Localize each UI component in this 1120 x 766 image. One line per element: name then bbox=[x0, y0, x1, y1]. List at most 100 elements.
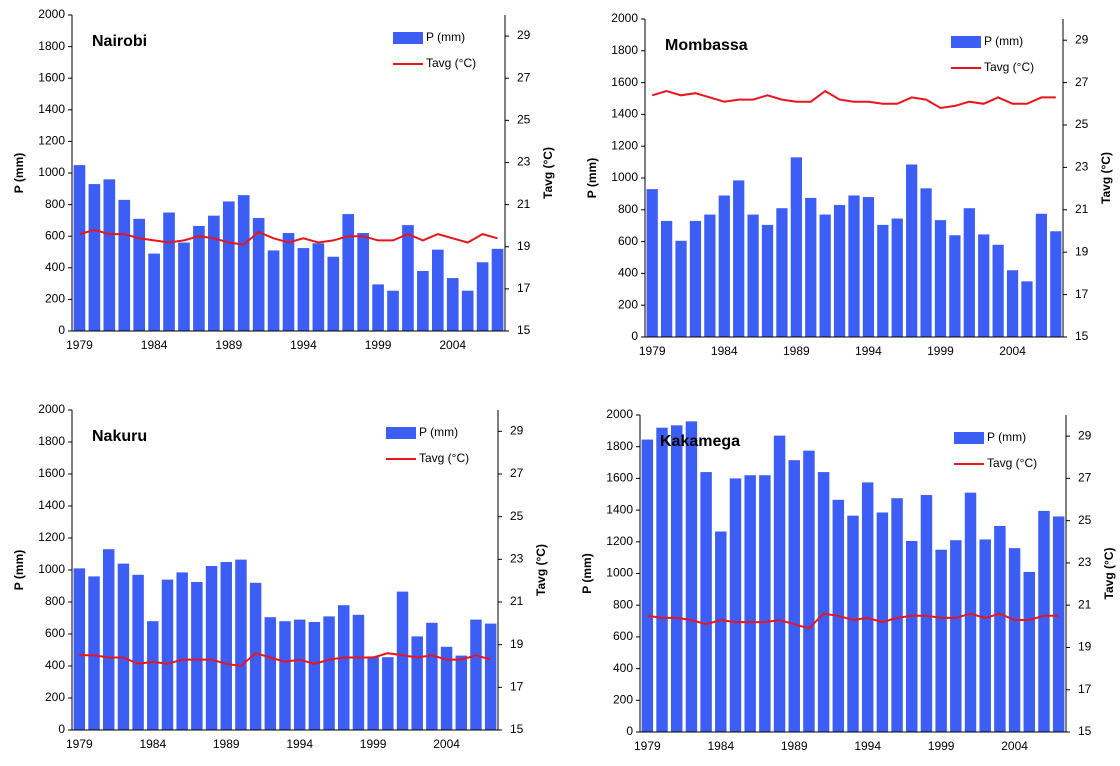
y-tick-label: 200 bbox=[613, 692, 633, 706]
y-tick-label: 2000 bbox=[606, 407, 633, 421]
y2-axis-title: Tavg (°C) bbox=[1099, 152, 1113, 204]
y2-tick-label: 27 bbox=[1075, 75, 1089, 89]
y2-tick-label: 29 bbox=[1078, 428, 1092, 442]
bar bbox=[426, 622, 438, 730]
bar bbox=[161, 579, 174, 730]
y2-tick-label: 19 bbox=[1078, 640, 1092, 654]
bar bbox=[235, 559, 247, 730]
bar bbox=[949, 235, 961, 337]
y2-tick-label: 17 bbox=[1075, 287, 1089, 301]
bar bbox=[308, 622, 321, 730]
bar bbox=[282, 233, 295, 331]
bar bbox=[88, 184, 101, 331]
chart-title: Nairobi bbox=[92, 33, 147, 50]
y2-tick-label: 29 bbox=[510, 424, 524, 438]
x-tick-label: 1994 bbox=[290, 338, 317, 352]
y-tick-label: 1600 bbox=[38, 466, 65, 480]
chart-panel: 0 200 400 600 800 1000 1200 1400 1600 1800 2000 15 1… bbox=[580, 407, 1116, 753]
bar bbox=[476, 262, 489, 331]
bar bbox=[1021, 281, 1033, 337]
bar bbox=[1052, 516, 1065, 732]
bar bbox=[935, 549, 947, 732]
y2-tick-label: 25 bbox=[517, 113, 531, 127]
y2-tick-label: 25 bbox=[510, 509, 524, 523]
y-tick-label: 600 bbox=[45, 626, 65, 640]
legend-swatch bbox=[951, 36, 981, 48]
bar bbox=[103, 179, 116, 331]
bar bbox=[979, 539, 991, 732]
x-tick-label: 2004 bbox=[1001, 739, 1028, 753]
y-tick-label: 200 bbox=[45, 292, 65, 306]
y-tick-label: 800 bbox=[45, 594, 65, 608]
bar bbox=[817, 472, 830, 732]
bar bbox=[906, 541, 918, 732]
bar bbox=[660, 220, 673, 337]
y-tick-label: 0 bbox=[626, 724, 633, 738]
bar bbox=[446, 278, 459, 331]
bar bbox=[1023, 571, 1036, 732]
bar bbox=[1050, 231, 1062, 337]
y-tick-label: 1000 bbox=[38, 165, 65, 179]
bar bbox=[776, 208, 788, 337]
bar bbox=[338, 605, 350, 730]
bar bbox=[176, 572, 188, 730]
bar bbox=[715, 531, 727, 732]
bar bbox=[88, 576, 100, 730]
bar bbox=[117, 563, 130, 730]
y-tick-label: 1200 bbox=[611, 138, 638, 152]
y2-tick-label: 29 bbox=[1075, 32, 1089, 46]
legend-label: Tavg (°C) bbox=[426, 56, 476, 70]
bar bbox=[891, 218, 903, 337]
y-tick-label: 1400 bbox=[38, 102, 65, 116]
y2-tick-label: 25 bbox=[1078, 513, 1092, 527]
bar bbox=[222, 201, 235, 331]
x-tick-label: 1989 bbox=[781, 739, 808, 753]
y2-tick-label: 17 bbox=[517, 281, 531, 295]
bar bbox=[396, 591, 409, 730]
x-tick-label: 1984 bbox=[711, 344, 738, 358]
x-tick-label: 1999 bbox=[360, 737, 387, 751]
x-tick-label: 1989 bbox=[215, 338, 242, 352]
y-tick-label: 1600 bbox=[38, 70, 65, 84]
bar bbox=[491, 248, 504, 331]
bar bbox=[934, 220, 947, 337]
legend-swatch bbox=[386, 427, 416, 439]
x-tick-label: 1994 bbox=[854, 739, 881, 753]
chart-title: Kakamega bbox=[660, 433, 740, 450]
bar bbox=[906, 164, 918, 337]
y-tick-label: 1200 bbox=[38, 530, 65, 544]
y2-tick-label: 19 bbox=[1075, 244, 1089, 258]
y-axis-title: P (mm) bbox=[585, 158, 599, 198]
y2-tick-label: 15 bbox=[1078, 724, 1092, 738]
temperature-line bbox=[647, 612, 1059, 630]
bar bbox=[148, 253, 160, 331]
bar bbox=[992, 244, 1004, 337]
temperature-line bbox=[79, 652, 491, 668]
y-tick-label: 800 bbox=[45, 197, 65, 211]
bar bbox=[461, 290, 474, 331]
x-tick-label: 1979 bbox=[634, 739, 661, 753]
y-tick-label: 2000 bbox=[38, 402, 65, 416]
chart-title: Nakuru bbox=[92, 428, 147, 445]
x-tick-label: 1989 bbox=[783, 344, 810, 358]
bar bbox=[73, 568, 86, 730]
bar bbox=[208, 215, 220, 331]
x-tick-label: 1984 bbox=[141, 338, 168, 352]
bar bbox=[327, 256, 340, 331]
legend-label: Tavg (°C) bbox=[984, 60, 1034, 74]
x-tick-label: 1979 bbox=[66, 338, 93, 352]
y-tick-label: 200 bbox=[618, 297, 638, 311]
bar bbox=[641, 439, 654, 732]
y2-tick-label: 15 bbox=[517, 323, 531, 337]
y-tick-label: 1800 bbox=[611, 43, 638, 57]
y-tick-label: 0 bbox=[58, 323, 65, 337]
x-tick-label: 1979 bbox=[66, 737, 93, 751]
legend-label: P (mm) bbox=[984, 34, 1023, 48]
y-tick-label: 1400 bbox=[38, 498, 65, 512]
bar bbox=[950, 540, 962, 732]
y-tick-label: 400 bbox=[45, 658, 65, 672]
bar bbox=[220, 562, 232, 730]
x-tick-label: 1979 bbox=[639, 344, 666, 358]
bar bbox=[744, 475, 756, 732]
y-tick-label: 2000 bbox=[38, 7, 65, 21]
